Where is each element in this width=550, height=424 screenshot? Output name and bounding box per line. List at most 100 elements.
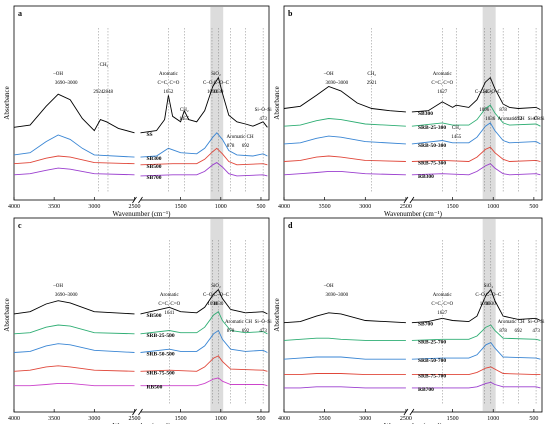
annotation-label: Aromatic — [160, 293, 180, 298]
x-axis-label: Wavenumber (cm⁻¹) — [113, 422, 172, 424]
annotation-label: 3690~3000 — [325, 293, 348, 298]
series-label: SRB-75-700 — [418, 374, 446, 380]
series-label: SRB-50-700 — [418, 358, 446, 364]
x-tick-label: 2500 — [400, 416, 412, 422]
x-tick-label: 3000 — [359, 204, 371, 210]
axis-break-mark — [409, 408, 415, 416]
y-axis-label: Absorbance — [273, 298, 281, 331]
annotation-label: 1090 — [480, 302, 491, 307]
annotation-label: 3690~3000 — [55, 81, 78, 86]
x-tick-label: 1000 — [487, 416, 499, 422]
x-tick-label: 4000 — [8, 416, 20, 422]
annotation-label: Aromatic CH — [225, 320, 252, 325]
annotation-label: 1627 — [437, 90, 448, 95]
annotation-label: 2921 — [367, 81, 378, 86]
x-axis-label: Wavenumber (cm⁻¹) — [384, 210, 443, 218]
annotation-label: Aromatic CH — [498, 117, 525, 122]
annotation-label: CH₂ — [180, 108, 189, 113]
x-tick-label: 500 — [256, 416, 265, 422]
x-axis-label: Wavenumber (cm⁻¹) — [113, 210, 172, 218]
series-line-SRB-25-700 — [411, 324, 541, 341]
series-line-RB700 — [411, 381, 541, 389]
annotation-label: 692 — [515, 329, 523, 334]
annotation-label: Si–O–Si — [255, 320, 273, 325]
annotation-label: 2924 — [93, 90, 104, 95]
panel-c: 4000 3500 3000 2500 1500 1000 500 Wavenumber (c… — [3, 217, 273, 424]
annotation-label: 878 — [499, 329, 507, 334]
annotation-label: –OH — [52, 284, 63, 289]
series-label: SRB-50-300 — [418, 143, 446, 149]
series-line-SRB-50-500 — [140, 329, 268, 353]
x-tick-label: 3000 — [88, 204, 100, 210]
annotation-label: Aromatic — [433, 293, 453, 298]
series-line-SB500 — [13, 300, 135, 315]
series-line-SB700 — [13, 167, 135, 176]
annotation-label: –OH — [323, 284, 334, 289]
panel-a: 4000 3500 3000 2500 1500 1000 500 Wavenumber (c… — [3, 5, 273, 218]
series-line-SS — [13, 93, 135, 134]
annotation-label: 1030 — [213, 302, 224, 307]
x-tick-label: 2500 — [128, 416, 140, 422]
series-line-SRB-25-300 — [283, 118, 406, 127]
panel-letter: b — [288, 9, 293, 18]
annotation-label: 1455 — [451, 135, 462, 140]
x-tick-label: 1500 — [175, 416, 187, 422]
annotation-label: 692 — [242, 144, 250, 149]
annotation-label: 1090 — [207, 302, 218, 307]
x-axis-label: Wavenumber (cm⁻¹) — [384, 422, 443, 424]
x-tick-label: 2500 — [400, 204, 412, 210]
annotation-label: 1652 — [163, 90, 174, 95]
series-line-SRB-25-300 — [411, 104, 541, 127]
panel-d: 4000 3500 3000 2500 1500 1000 500 Wavenumber (c… — [273, 217, 546, 424]
series-line-SB300 — [283, 85, 406, 113]
shaded-band — [482, 7, 496, 199]
series-label: SRB-50-500 — [147, 352, 175, 358]
annotation-label: SiO₂ — [483, 90, 493, 95]
axis-break-mark — [138, 196, 143, 204]
shaded-band — [482, 219, 496, 411]
series-line-SRB-50-300 — [411, 122, 541, 145]
series-line-SRB-50-700 — [283, 356, 406, 360]
panel-letter: d — [288, 221, 293, 230]
annotation-label: Aromatic — [159, 72, 179, 77]
series-line-SB300 — [140, 132, 268, 158]
annotation-label: CH₂ — [100, 63, 109, 68]
panel-letter: c — [18, 221, 22, 230]
series-line-SB500 — [140, 288, 268, 315]
series-label: SB500 — [147, 313, 162, 319]
annotation-label: 1627 — [437, 311, 448, 316]
series-line-SRB-50-300 — [283, 135, 406, 145]
x-tick-label: 500 — [529, 204, 538, 210]
series-line-SRB-75-500 — [140, 355, 268, 372]
series-label: SB700 — [147, 175, 162, 181]
annotation-label: 1036 — [485, 117, 496, 122]
annotation-label: 1090 — [207, 90, 218, 95]
series-line-SB300 — [13, 134, 135, 158]
axis-break-mask — [405, 408, 412, 416]
axis-break-mark — [409, 196, 415, 204]
x-tick-label: 3000 — [88, 416, 100, 422]
annotation-label: Si–O–Si — [528, 320, 546, 325]
annotation-label: 878 — [227, 144, 235, 149]
annotation-label: 1030 — [213, 90, 224, 95]
x-tick-label: 2500 — [128, 204, 140, 210]
annotation-label: 3690~3000 — [325, 81, 348, 86]
shaded-band — [210, 7, 224, 199]
annotation-label: 2848 — [103, 90, 114, 95]
x-tick-label: 1500 — [175, 204, 187, 210]
annotation-label: 473 — [259, 329, 267, 334]
annotation-label: C–O,C–O–C — [475, 90, 502, 95]
series-label: SRB-75-500 — [147, 370, 175, 376]
shaded-band — [210, 219, 224, 411]
series-line-RB500 — [140, 377, 268, 387]
y-axis-label: Absorbance — [3, 86, 11, 119]
axis-break-mask — [405, 196, 412, 204]
series-line-SRB-25-500 — [140, 311, 268, 335]
series-line-SRB-75-700 — [284, 373, 406, 376]
axis-break-mark — [138, 408, 143, 416]
series-line-RB500 — [14, 382, 135, 387]
series-label: RB500 — [147, 385, 163, 391]
annotation-label: Si–O–Si — [255, 108, 273, 113]
annotation-label: 878 — [499, 108, 507, 113]
series-label: SRB-25-500 — [147, 333, 175, 339]
